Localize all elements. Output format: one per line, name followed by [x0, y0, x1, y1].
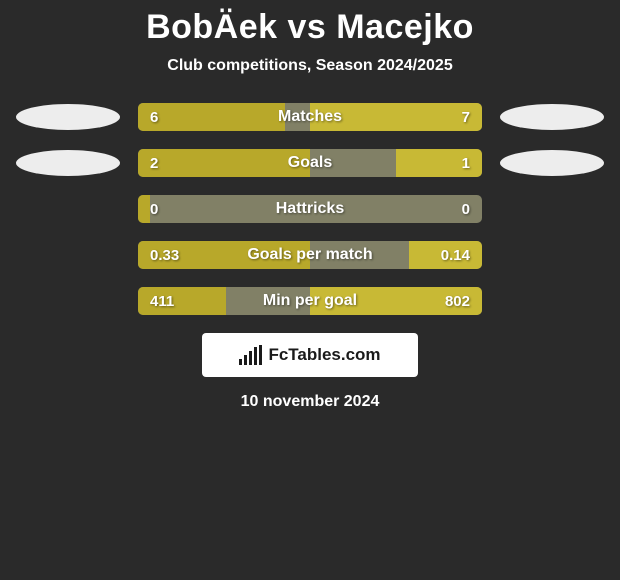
- stat-row: 0 0Hattricks: [0, 195, 620, 223]
- player1-oval: [16, 104, 120, 130]
- logo-bars-icon: [239, 345, 262, 365]
- stat-label: Hattricks: [138, 195, 482, 223]
- stat-row: 67Matches: [0, 103, 620, 131]
- stat-row: 0.330.14Goals per match: [0, 241, 620, 269]
- stat-row: 411802Min per goal: [0, 287, 620, 315]
- oval-spacer: [16, 242, 120, 268]
- oval-spacer: [16, 288, 120, 314]
- stat-rows: 67Matches 21Goals 0 0Hattricks 0.330.14Goals…: [0, 103, 620, 315]
- player2-oval: [500, 104, 604, 130]
- bar-left-fill: [138, 241, 310, 269]
- bar-right-fill: [409, 241, 482, 269]
- bar-right-fill: [310, 287, 482, 315]
- oval-spacer: [500, 242, 604, 268]
- stat-bar: 0 0Hattricks: [138, 195, 482, 223]
- player1-oval: [16, 150, 120, 176]
- oval-spacer: [16, 196, 120, 222]
- bar-right-fill: [396, 149, 482, 177]
- page-subtitle: Club competitions, Season 2024/2025: [0, 57, 620, 75]
- bar-left-fill: [138, 195, 150, 223]
- stat-left-value: 0: [150, 195, 158, 223]
- page-title: BobÄek vs Macejko: [0, 8, 620, 47]
- stat-right-value: 0: [462, 195, 470, 223]
- comparison-widget: BobÄek vs Macejko Club competitions, Sea…: [0, 0, 620, 580]
- bar-right-fill: [310, 103, 482, 131]
- stat-bar: 67Matches: [138, 103, 482, 131]
- stat-bar: 0.330.14Goals per match: [138, 241, 482, 269]
- oval-spacer: [500, 288, 604, 314]
- stat-row: 21Goals: [0, 149, 620, 177]
- logo-text: FcTables.com: [268, 345, 380, 365]
- bar-left-fill: [138, 287, 226, 315]
- player2-oval: [500, 150, 604, 176]
- oval-spacer: [500, 196, 604, 222]
- bar-left-fill: [138, 103, 285, 131]
- bar-left-fill: [138, 149, 310, 177]
- date-label: 10 november 2024: [0, 393, 620, 411]
- stat-bar: 411802Min per goal: [138, 287, 482, 315]
- fctables-logo[interactable]: FcTables.com: [202, 333, 418, 377]
- stat-bar: 21Goals: [138, 149, 482, 177]
